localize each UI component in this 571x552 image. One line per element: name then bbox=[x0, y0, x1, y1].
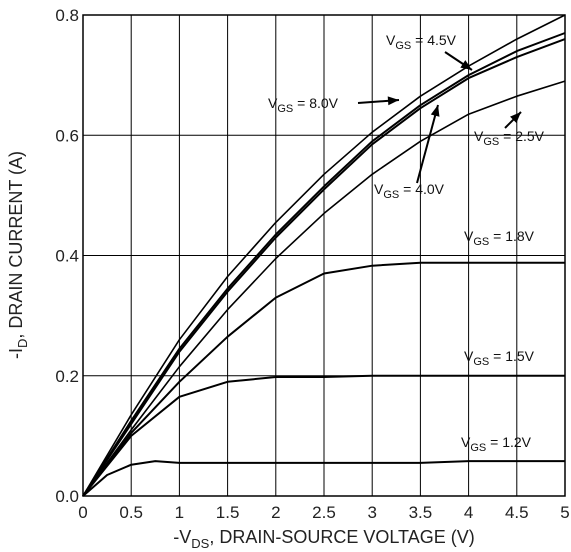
grid bbox=[82, 14, 566, 497]
series-line bbox=[82, 261, 565, 497]
y-tick-label: 0.4 bbox=[55, 247, 79, 266]
series-label: VGS = 1.2V bbox=[461, 434, 532, 454]
x-tick-label: 4 bbox=[464, 503, 473, 522]
y-tick-label: 0.0 bbox=[55, 487, 79, 506]
series-line bbox=[82, 14, 566, 497]
series-label: VGS = 8.0V bbox=[268, 95, 339, 115]
series-line bbox=[82, 38, 566, 497]
x-tick-label: 4.5 bbox=[505, 503, 529, 522]
series-line bbox=[82, 80, 566, 497]
x-tick-label: 3 bbox=[367, 503, 376, 522]
series-line bbox=[82, 374, 565, 497]
x-tick-label: 5 bbox=[560, 503, 569, 522]
series-line bbox=[82, 460, 565, 497]
series-label: VGS = 4.0V bbox=[374, 181, 445, 201]
x-tick-label: 0 bbox=[78, 503, 87, 522]
series-label: VGS = 1.8V bbox=[464, 228, 535, 248]
x-tick-label: 1.5 bbox=[216, 503, 240, 522]
series-label: VGS = 1.5V bbox=[464, 348, 535, 368]
x-tick-label: 1 bbox=[175, 503, 184, 522]
y-tick-labels: 0.0 0.2 0.4 0.6 0.8 bbox=[55, 6, 79, 506]
y-tick-label: 0.2 bbox=[55, 367, 79, 386]
x-tick-label: 0.5 bbox=[119, 503, 143, 522]
arrow-vgs-2-5v bbox=[504, 111, 522, 129]
x-axis-label: -VDS, DRAIN-SOURCE VOLTAGE (V) bbox=[173, 527, 474, 551]
y-tick-label: 0.6 bbox=[55, 126, 79, 145]
annotation-arrows bbox=[357, 51, 522, 184]
x-tick-label: 2.5 bbox=[312, 503, 336, 522]
x-tick-labels: 0 0.5 1 1.5 2 2.5 3 3.5 4 4.5 5 bbox=[78, 503, 569, 522]
arrow-vgs-4v bbox=[416, 104, 440, 184]
series-labels: VGS = 8.0V VGS = 4.5V VGS = 4.0V VGS = 2.5V… bbox=[268, 32, 545, 454]
series-label: VGS = 4.5V bbox=[386, 32, 457, 52]
curves bbox=[82, 14, 566, 497]
y-tick-label: 0.8 bbox=[55, 6, 79, 25]
y-axis-label: -ID, DRAIN CURRENT (A) bbox=[6, 151, 30, 359]
arrow-vgs-8v bbox=[357, 96, 400, 106]
x-tick-label: 2 bbox=[271, 503, 280, 522]
arrow-vgs-4-5v bbox=[444, 51, 473, 71]
series-line bbox=[82, 32, 566, 497]
plot-frame bbox=[82, 14, 566, 497]
series-label: VGS = 2.5V bbox=[474, 128, 545, 148]
x-tick-label: 3.5 bbox=[409, 503, 433, 522]
